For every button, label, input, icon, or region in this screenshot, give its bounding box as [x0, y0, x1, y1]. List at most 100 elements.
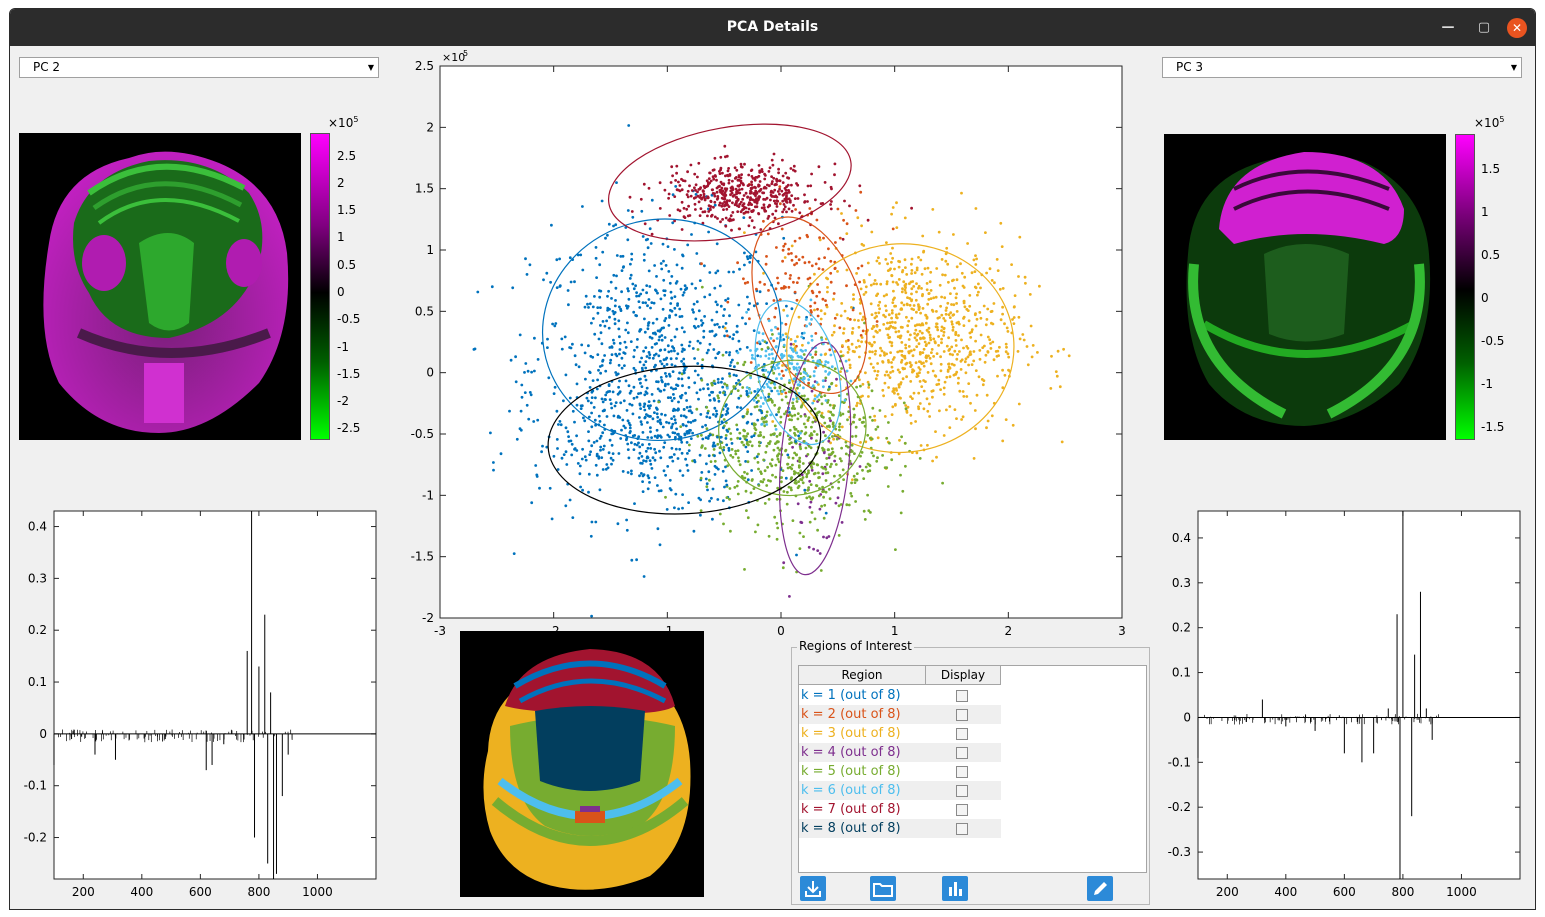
- roi-row[interactable]: k = 2 (out of 8): [799, 705, 1001, 724]
- roi-display-checkbox[interactable]: [956, 728, 968, 740]
- scatter-point: [655, 412, 659, 416]
- scatter-point: [858, 355, 861, 359]
- scatter-point: [674, 313, 678, 317]
- scatter-point: [704, 423, 707, 427]
- scatter-point: [714, 300, 718, 304]
- scatter-point: [995, 354, 999, 358]
- scatter-point: [586, 399, 590, 403]
- roi-row[interactable]: k = 7 (out of 8): [799, 800, 1001, 819]
- scatter-point: [676, 304, 679, 307]
- roi-row[interactable]: k = 8 (out of 8): [799, 819, 1001, 838]
- roi-row[interactable]: k = 1 (out of 8): [799, 686, 1001, 705]
- scatter-point: [829, 271, 833, 275]
- scatter-point: [759, 431, 762, 434]
- scatter-point: [935, 383, 939, 386]
- scatter-point: [790, 183, 793, 187]
- scatter-point: [864, 285, 868, 289]
- edit-button[interactable]: [1087, 876, 1113, 901]
- pc2-score-image[interactable]: [19, 133, 301, 440]
- roi-display-checkbox[interactable]: [956, 690, 968, 702]
- cluster-3-ellipse: [786, 243, 1015, 454]
- scatter-point: [716, 394, 720, 398]
- scatter-point: [832, 330, 836, 334]
- roi-display-checkbox[interactable]: [956, 785, 968, 797]
- scatter-point: [909, 421, 913, 425]
- scatter-point: [764, 209, 768, 213]
- scatter-point: [869, 302, 873, 306]
- scatter-point: [795, 453, 798, 457]
- scatter-point: [745, 255, 749, 258]
- roi-display-checkbox[interactable]: [956, 747, 968, 759]
- maximize-icon[interactable]: ▢: [1477, 20, 1491, 35]
- roi-display-checkbox[interactable]: [956, 804, 968, 816]
- column-header-display[interactable]: Display: [926, 666, 1001, 685]
- left-pc-select[interactable]: PC 2 ▼: [19, 57, 379, 78]
- scatter-point: [1007, 355, 1011, 359]
- scatter-point: [746, 410, 749, 414]
- scatter-point: [763, 283, 766, 286]
- close-icon[interactable]: ✕: [1507, 18, 1527, 38]
- scatter-point: [814, 332, 818, 335]
- scatter-point: [903, 258, 907, 262]
- scatter-point: [648, 335, 652, 339]
- scatter-point: [844, 339, 848, 343]
- pc3-score-image[interactable]: [1164, 134, 1446, 440]
- roi-row[interactable]: k = 6 (out of 8): [799, 781, 1001, 800]
- scatter-point: [757, 174, 761, 178]
- right-pc-select[interactable]: PC 3 ▼: [1162, 57, 1522, 78]
- scatter-point: [713, 454, 716, 458]
- scatter-point: [680, 200, 684, 204]
- scatter-point: [794, 471, 797, 475]
- download-button[interactable]: [800, 876, 826, 901]
- scatter-point: [811, 496, 815, 500]
- roi-display-checkbox[interactable]: [956, 709, 968, 721]
- pca-scatter-plot[interactable]: -3-2-101232.521.510.50-0.5-1-1.5-2×105: [395, 44, 1140, 639]
- roi-display-checkbox[interactable]: [956, 823, 968, 835]
- roi-display-checkbox[interactable]: [956, 766, 968, 778]
- scatter-point: [890, 341, 894, 344]
- scatter-point: [887, 373, 890, 377]
- scatter-point: [671, 459, 675, 463]
- scatter-point: [910, 307, 914, 311]
- roi-row[interactable]: k = 3 (out of 8): [799, 724, 1001, 743]
- scatter-point: [715, 310, 719, 314]
- scatter-point: [962, 286, 966, 289]
- scatter-point: [760, 168, 764, 171]
- scatter-point: [818, 507, 822, 511]
- scatter-point: [660, 362, 664, 366]
- statistics-button[interactable]: [942, 876, 968, 901]
- scatter-point: [998, 345, 1001, 349]
- scatter-point: [926, 266, 930, 270]
- scatter-point: [782, 343, 786, 347]
- scatter-point: [785, 502, 789, 506]
- scatter-point: [675, 280, 679, 283]
- scatter-point: [869, 362, 873, 366]
- scatter-point: [703, 264, 706, 268]
- scatter-point: [618, 348, 622, 351]
- roi-table[interactable]: Region Display k = 1 (out of 8) k = 2 (ou…: [798, 665, 1147, 873]
- scatter-point: [647, 186, 651, 190]
- scatter-point: [774, 287, 778, 291]
- roi-row[interactable]: k = 5 (out of 8): [799, 762, 1001, 781]
- scatter-point: [876, 425, 880, 429]
- scatter-point: [888, 321, 892, 325]
- cluster-label-image[interactable]: [460, 631, 704, 897]
- roi-row[interactable]: k = 4 (out of 8): [799, 743, 1001, 762]
- pc3-loading-plot[interactable]: 200 400 600 800 10000.40.30.20.10-0.1-0.2-0.…: [1155, 494, 1535, 899]
- scatter-point: [1017, 275, 1020, 278]
- scatter-point: [686, 432, 689, 435]
- scatter-point: [866, 261, 870, 265]
- scatter-point: [583, 305, 587, 309]
- scatter-point: [675, 188, 679, 192]
- pc2-colorbar-tick-label: -2.5: [337, 421, 361, 436]
- scatter-point: [927, 354, 930, 358]
- scatter-point: [896, 392, 900, 396]
- column-header-region[interactable]: Region: [799, 666, 926, 685]
- open-folder-button[interactable]: [870, 876, 896, 901]
- scatter-point: [862, 315, 865, 319]
- minimize-icon[interactable]: —: [1441, 20, 1455, 35]
- scatter-point: [614, 371, 618, 374]
- scatter-point: [833, 474, 836, 478]
- scatter-point: [835, 377, 838, 381]
